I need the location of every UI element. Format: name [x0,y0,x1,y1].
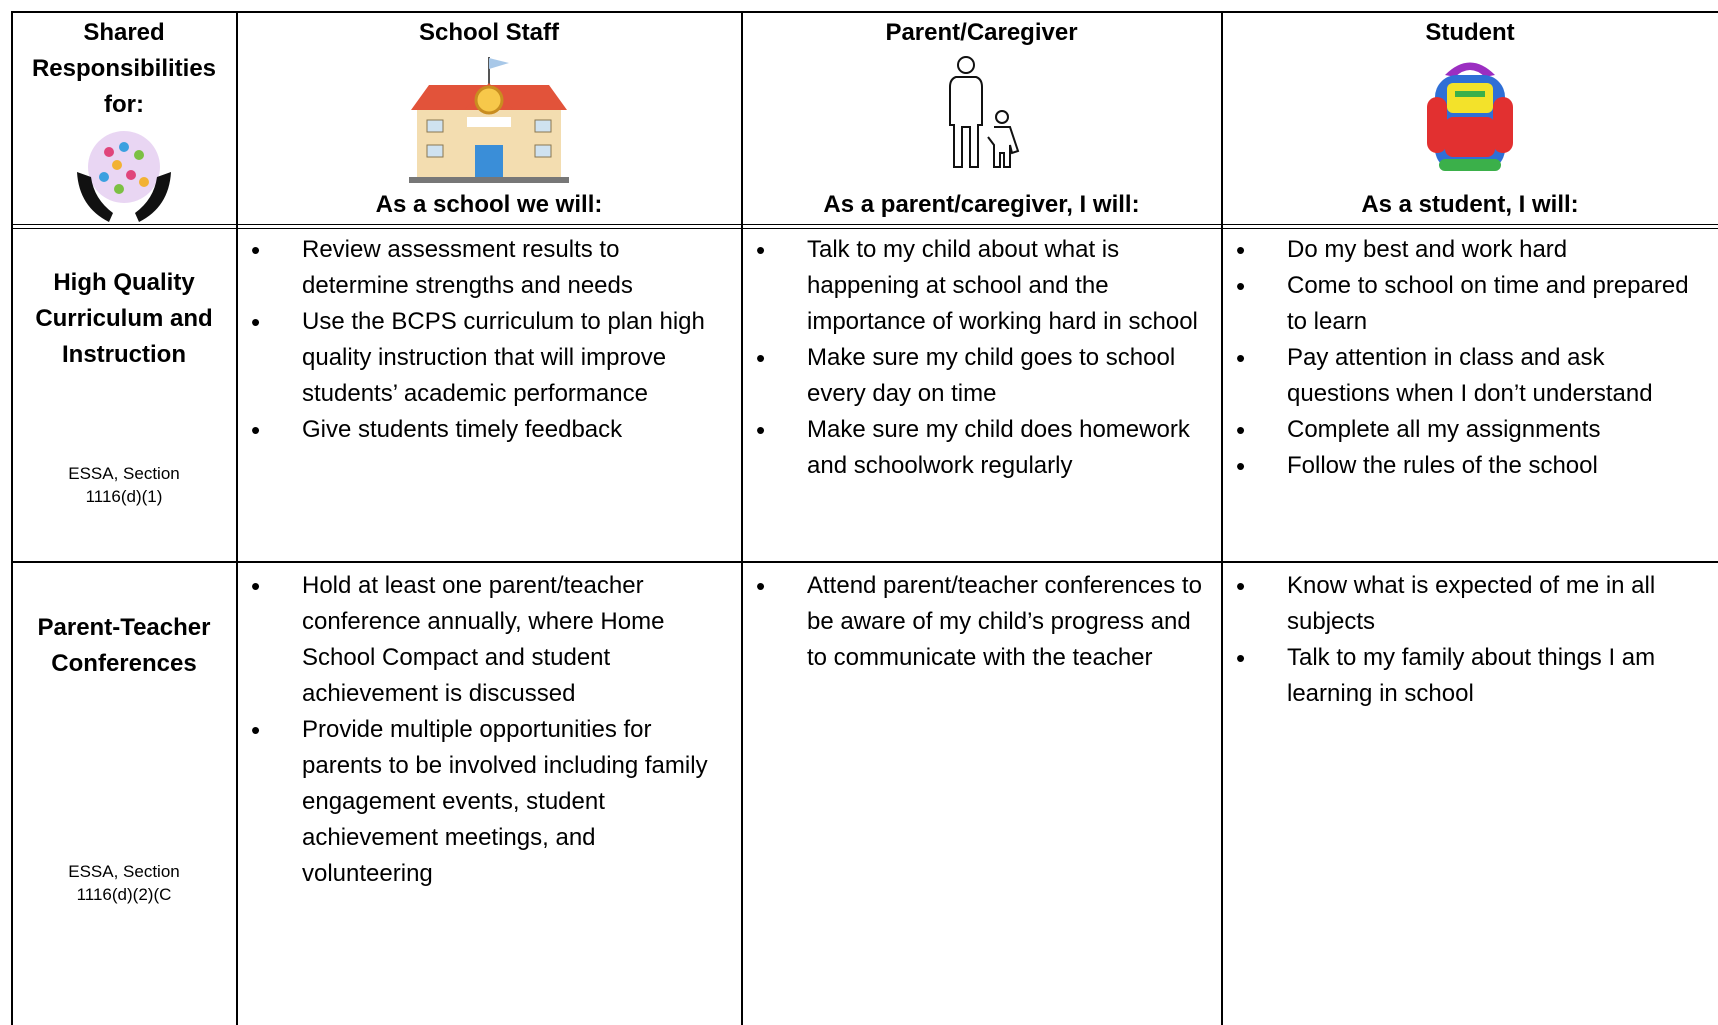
border [11,11,13,1025]
bullet-item: Give students timely feedback [237,412,731,448]
column-subtitle: As a parent/caregiver, I will: [823,191,1140,218]
bullet-item: Talk to my family about things I am lear… [1222,640,1712,712]
bullet-list: Review assessment results to determine s… [237,232,731,448]
column-subtitle: As a school we will: [375,191,603,218]
bullet-item: Pay attention in class and ask questions… [1222,340,1712,412]
corner-title: Shared Responsibilities for: [31,19,217,118]
bullet-item: Hold at least one parent/teacher confere… [237,568,731,712]
bullet-list: Hold at least one parent/teacher confere… [237,568,731,892]
column-title: Parent/Caregiver [885,19,1078,46]
parent-icon [948,56,1019,168]
column-title: Student [1425,19,1515,46]
bullet-item: Complete all my assignments [1222,412,1712,448]
border [11,11,1718,13]
bullet-list: Attend parent/teacher conferences to be … [742,568,1210,676]
border [11,224,1718,229]
row-title: High Quality Curriculum and Instruction [35,269,213,368]
bullet-item: Follow the rules of the school [1222,448,1712,484]
bullet-item: Know what is expected of me in all subje… [1222,568,1712,640]
bullet-item: Use the BCPS curriculum to plan high qua… [237,304,731,412]
bullet-item: Attend parent/teacher conferences to be … [742,568,1210,676]
border [236,11,238,1025]
bullet-item: Come to school on time and prepared to l… [1222,268,1712,340]
bullet-list: Do my best and work hardCome to school o… [1222,232,1712,484]
row-note: ESSA, Section 1116(d)(1) [68,464,180,506]
bullet-list: Know what is expected of me in all subje… [1222,568,1712,712]
row-title: Parent-Teacher Conferences [37,614,211,677]
header-cell: Parent/Caregiver As a parent/caregiver, … [742,11,1221,225]
bullet-item: Provide multiple opportunities for paren… [237,712,731,892]
header-cell: Student As a student, I will: [1222,11,1718,225]
border [11,561,1718,563]
bullet-item: Make sure my child does homework and sch… [742,412,1210,484]
school-icon [409,57,569,183]
corner-cell: Shared Responsibilities for: [12,11,236,225]
bullet-item: Review assessment results to determine s… [237,232,731,304]
header-cell: School Staff As a school we will: [237,11,741,225]
bullet-item: Do my best and work hard [1222,232,1712,268]
row-note: ESSA, Section 1116(d)(2)(C [68,862,180,904]
border [741,11,743,1025]
border [1221,11,1223,1025]
column-title: School Staff [418,19,559,46]
bullet-list: Talk to my child about what is happening… [742,232,1210,484]
bullet-item: Make sure my child goes to school every … [742,340,1210,412]
hands-icon [77,131,171,222]
backpack-icon [1427,62,1513,171]
column-subtitle: As a student, I will: [1361,191,1579,218]
bullet-item: Talk to my child about what is happening… [742,232,1210,340]
